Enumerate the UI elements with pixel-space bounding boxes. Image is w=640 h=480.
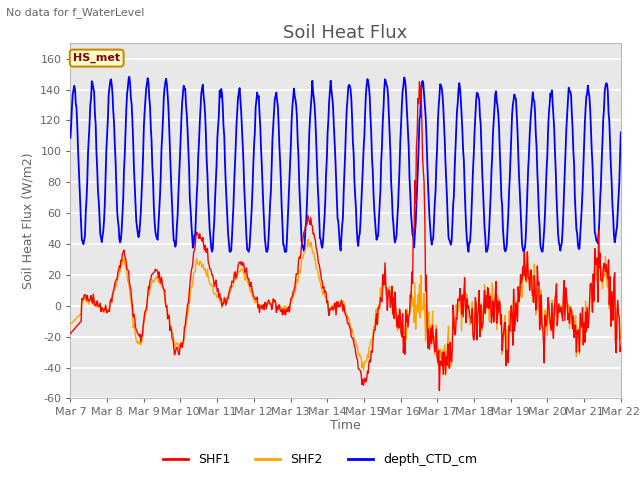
SHF2 [67, 322, 74, 327]
depth_CTD_cm [617, 130, 625, 135]
SHF2 [189, 280, 196, 286]
Line: depth_CTD_cm: depth_CTD_cm [70, 77, 621, 252]
SHF1 [133, 328, 141, 334]
Line: SHF2: SHF2 [70, 240, 621, 375]
depth_CTD_cm [125, 74, 133, 80]
SHF2 [77, 312, 84, 317]
SHF2 [305, 237, 312, 242]
SHF2 [617, 333, 625, 339]
Text: No data for f_WaterLevel: No data for f_WaterLevel [6, 7, 145, 18]
depth_CTD_cm [208, 249, 216, 254]
Legend: SHF1, SHF2, depth_CTD_cm: SHF1, SHF2, depth_CTD_cm [158, 448, 482, 471]
SHF2 [442, 372, 449, 378]
depth_CTD_cm [67, 135, 74, 141]
SHF1 [617, 344, 625, 349]
SHF1 [415, 79, 423, 84]
depth_CTD_cm [77, 206, 84, 212]
depth_CTD_cm [220, 123, 227, 129]
SHF2 [218, 305, 226, 311]
SHF1 [189, 259, 196, 265]
depth_CTD_cm [430, 217, 438, 223]
SHF2 [413, 308, 421, 314]
depth_CTD_cm [134, 230, 141, 236]
SHF1 [436, 388, 444, 394]
SHF1 [218, 303, 226, 309]
SHF1 [413, 144, 420, 150]
SHF1 [429, 334, 437, 339]
SHF2 [429, 337, 437, 343]
Text: HS_met: HS_met [73, 53, 120, 63]
SHF1 [67, 331, 74, 336]
Y-axis label: Soil Heat Flux (W/m2): Soil Heat Flux (W/m2) [22, 153, 35, 289]
depth_CTD_cm [190, 241, 198, 247]
X-axis label: Time: Time [330, 419, 361, 432]
Line: SHF1: SHF1 [70, 82, 621, 391]
Title: Soil Heat Flux: Soil Heat Flux [284, 24, 408, 42]
SHF1 [77, 319, 84, 325]
depth_CTD_cm [414, 164, 422, 170]
SHF2 [133, 340, 141, 346]
